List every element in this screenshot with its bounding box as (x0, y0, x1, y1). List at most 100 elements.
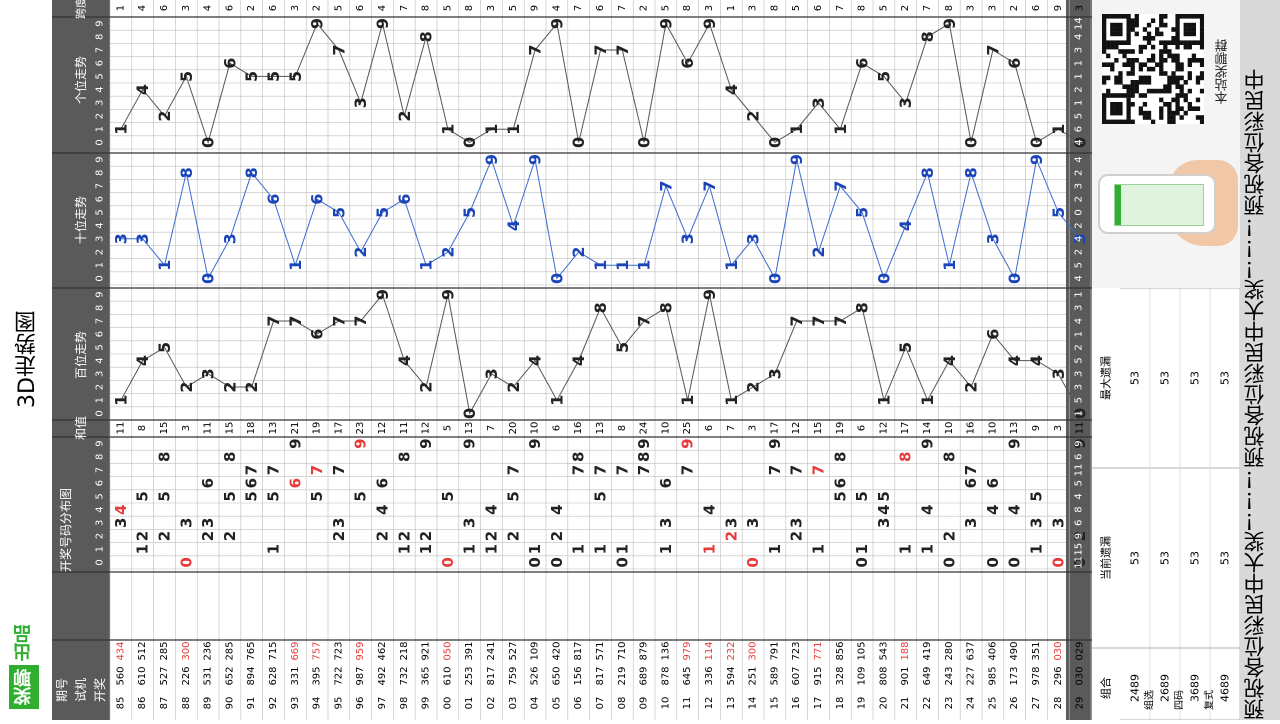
draw-number: 285 (224, 641, 235, 660)
issue-number: 13 (726, 697, 737, 710)
series-point-units: 8 (918, 31, 937, 42)
dist-digit: 3 (112, 518, 130, 528)
dist-digit: 4 (701, 504, 719, 514)
qr-module (1114, 40, 1119, 45)
qr-module (1175, 58, 1180, 63)
qr-module (1118, 110, 1123, 116)
dist-digit: 5 (1028, 491, 1046, 501)
qr-module (1114, 31, 1119, 37)
footer-count: 2 (1074, 344, 1085, 350)
series-point-tens: 6 (395, 194, 414, 205)
dist-digit: 5 (592, 491, 610, 501)
qr-module (1114, 80, 1119, 85)
dist-digit: 7 (766, 465, 784, 475)
footer-count: 4 (1074, 318, 1085, 324)
qr-module (1110, 102, 1115, 107)
qr-code-icon[interactable] (1102, 14, 1205, 125)
span-value: 8 (421, 5, 432, 11)
qr-module (1142, 44, 1148, 50)
qr-module (1146, 75, 1152, 81)
series-point-units: 6 (678, 58, 697, 69)
qr-module (1195, 97, 1201, 103)
qr-module (1126, 115, 1131, 120)
trial-number: 226 (181, 666, 192, 685)
qr-module (1126, 27, 1131, 32)
span-value: 3 (290, 5, 301, 11)
series-point-hundreds: 6 (983, 329, 1002, 340)
dist-digit: 6 (374, 478, 392, 488)
series-point-tens: 6 (308, 194, 327, 205)
qr-module (1134, 80, 1139, 85)
dist-digit: 0 (853, 557, 871, 567)
draw-number: 462 (377, 641, 388, 660)
digit-axis-label: 9 (95, 20, 106, 26)
qr-module (1146, 36, 1152, 41)
series-point-hundreds: 7 (351, 315, 370, 326)
draw-number: 571 (595, 641, 606, 660)
qr-module (1159, 115, 1164, 120)
qr-module (1142, 36, 1148, 41)
draw-number: 300 (748, 641, 759, 660)
qr-module (1110, 62, 1115, 67)
series-point-tens: 2 (438, 246, 457, 257)
trial-number: 607 (791, 666, 802, 685)
draw-number: 757 (312, 641, 323, 660)
qr-module (1138, 44, 1143, 50)
qr-module (1159, 62, 1164, 67)
dist-digit: 9 (635, 438, 653, 448)
series-point-units: 9 (547, 18, 566, 29)
qr-module (1167, 106, 1172, 111)
qr-caption: 本站奖聊群 (1215, 39, 1231, 105)
stats-header-col (1092, 288, 1120, 720)
qr-module (1102, 22, 1107, 28)
qr-module (1183, 22, 1188, 28)
dist-digit: 7 (330, 465, 348, 475)
dist-digit: 2 (134, 531, 152, 541)
qr-module (1126, 84, 1131, 89)
series-point-units: 5 (874, 71, 893, 82)
stats-header-combo: 组合 (1099, 677, 1113, 699)
qr-module (1126, 71, 1131, 76)
series-point-tens: 1 (286, 260, 305, 271)
qr-module (1175, 40, 1180, 45)
trial-number: 243 (944, 666, 955, 685)
qr-module (1159, 58, 1164, 63)
series-point-tens: 0 (874, 273, 893, 284)
sum-value: 13 (268, 422, 279, 435)
qr-module (1199, 31, 1205, 37)
digit-axis-label: 6 (95, 331, 106, 337)
draw-number: 285 (159, 641, 170, 660)
dist-digit: 2 (199, 531, 217, 541)
qr-module (1167, 49, 1172, 54)
qr-module (1134, 18, 1139, 23)
series-point-units: 0 (460, 137, 479, 148)
qr-module (1199, 115, 1205, 120)
qr-module (1187, 58, 1192, 63)
qr-module (1179, 115, 1184, 120)
series-point-tens: 0 (765, 273, 784, 284)
header-issue: 期号 (55, 678, 69, 702)
span-value: 2 (246, 5, 257, 11)
qr-module (1175, 18, 1180, 23)
dist-digit: 3 (657, 518, 675, 528)
digit-axis-label: 3 (95, 100, 106, 106)
dist-digit: 7 (308, 465, 326, 475)
qr-module (1175, 53, 1180, 59)
qr-module (1175, 27, 1180, 32)
dist-digit: 2 (417, 531, 435, 541)
qr-module (1191, 106, 1197, 111)
qr-module (1126, 22, 1131, 28)
qr-module (1146, 58, 1152, 63)
qr-module (1102, 102, 1107, 107)
qr-module (1130, 27, 1135, 32)
qr-module (1155, 31, 1160, 37)
dist-digit: 9 (526, 438, 544, 448)
qr-module (1179, 14, 1184, 19)
footer-count: 1 (1074, 60, 1085, 66)
qr-module (1114, 27, 1119, 32)
qr-module (1150, 119, 1156, 125)
span-value: 9 (530, 5, 541, 11)
span-value: 5 (878, 5, 889, 11)
series-point-hundreds: 7 (831, 315, 850, 326)
qr-module (1183, 14, 1188, 19)
